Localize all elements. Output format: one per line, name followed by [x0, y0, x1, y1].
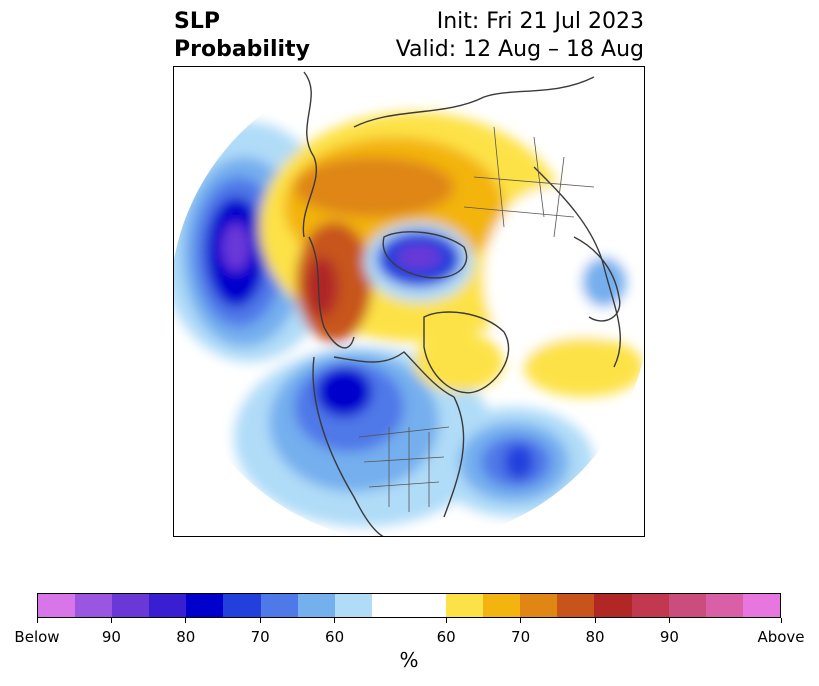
- colorbar-tick-label: Below: [14, 628, 60, 646]
- colorbar-tick-label: 60: [436, 628, 456, 646]
- borders: [358, 126, 595, 512]
- colorbar-tick-mark: [259, 618, 261, 623]
- probability-map: [173, 66, 645, 537]
- siberia-coast: [308, 236, 355, 349]
- map-title: SLP Probability: [174, 8, 310, 64]
- colorbar-tick-mark: [185, 618, 187, 623]
- canada-coast: [333, 351, 455, 398]
- colorbar-above-swatch: [742, 594, 780, 617]
- colorbar-tick-mark: [520, 618, 522, 623]
- colorbar-below-swatch: [149, 594, 187, 617]
- greenland-coast: [423, 311, 510, 394]
- colorbar-above-swatch: [557, 594, 595, 617]
- arctic-below-90: [397, 245, 441, 269]
- colorbar-below-swatch: [223, 594, 261, 617]
- colorbar-above-swatch: [520, 594, 558, 617]
- colorbar-tick-label: 60: [325, 628, 345, 646]
- colorbar-above-swatch: [668, 594, 706, 617]
- pacific-below-90: [222, 223, 250, 271]
- colorbar-tick-mark: [110, 618, 112, 623]
- north-america-west: [312, 356, 384, 536]
- scandinavia-below: [582, 257, 626, 307]
- colorbar-above-swatch: [594, 594, 632, 617]
- colorbar-tick-mark: [445, 618, 447, 623]
- siberia-above-85: [306, 257, 338, 317]
- colorbar-unit: %: [399, 648, 419, 672]
- colorbar-tick-mark: [594, 618, 596, 623]
- atlantic-below-85: [504, 444, 534, 480]
- colorbar-tick-label: 90: [659, 628, 679, 646]
- colorbar-below-swatch: [186, 594, 224, 617]
- valid-range: Valid: 12 Aug – 18 Aug: [395, 37, 644, 62]
- north-america-east: [443, 396, 465, 518]
- colorbar-tick-label: 80: [176, 628, 196, 646]
- colorbar-below-swatch: [260, 594, 298, 617]
- colorbar-tick-label: 90: [101, 628, 121, 646]
- colorbar-tick-label: 70: [511, 628, 531, 646]
- colorbar-below-swatch: [112, 594, 150, 617]
- arctic-above-70: [294, 157, 454, 217]
- title-line-1: SLP: [174, 9, 220, 34]
- forecast-dates: Init: Fri 21 Jul 2023 Valid: 12 Aug – 18…: [396, 8, 644, 64]
- colorbar-neutral-swatch: [371, 594, 447, 617]
- colorbar-tick-mark: [334, 618, 336, 623]
- colorbar: [37, 593, 781, 618]
- colorbar-tick-mark: [36, 618, 38, 623]
- colorbar-above-swatch: [446, 594, 484, 617]
- colorbar-above-swatch: [705, 594, 743, 617]
- russia-coast: [353, 76, 595, 128]
- scandinavia-coast: [573, 236, 621, 322]
- colorbar-below-swatch: [297, 594, 335, 617]
- greenland-above: [414, 332, 504, 392]
- coastlines: [302, 71, 621, 536]
- colorbar-tick-label: 80: [585, 628, 605, 646]
- map-canvas: [174, 71, 644, 536]
- colorbar-above-swatch: [631, 594, 669, 617]
- alaska-coast: [302, 71, 318, 238]
- colorbar-above-swatch: [483, 594, 521, 617]
- colorbar-below-swatch: [75, 594, 113, 617]
- colorbar-tick-mark: [780, 618, 782, 623]
- colorbar-below-swatch: [334, 594, 372, 617]
- colorbar-below-swatch: [38, 594, 76, 617]
- title-line-2: Probability: [174, 37, 310, 62]
- namerica-below-85: [316, 367, 372, 417]
- colorbar-tick-label: 70: [250, 628, 270, 646]
- europe-above: [524, 337, 644, 397]
- colorbar-tick-mark: [668, 618, 670, 623]
- colorbar-tick-label: Above: [757, 628, 805, 646]
- arctic-islands: [382, 231, 468, 279]
- init-date: Init: Fri 21 Jul 2023: [436, 9, 644, 34]
